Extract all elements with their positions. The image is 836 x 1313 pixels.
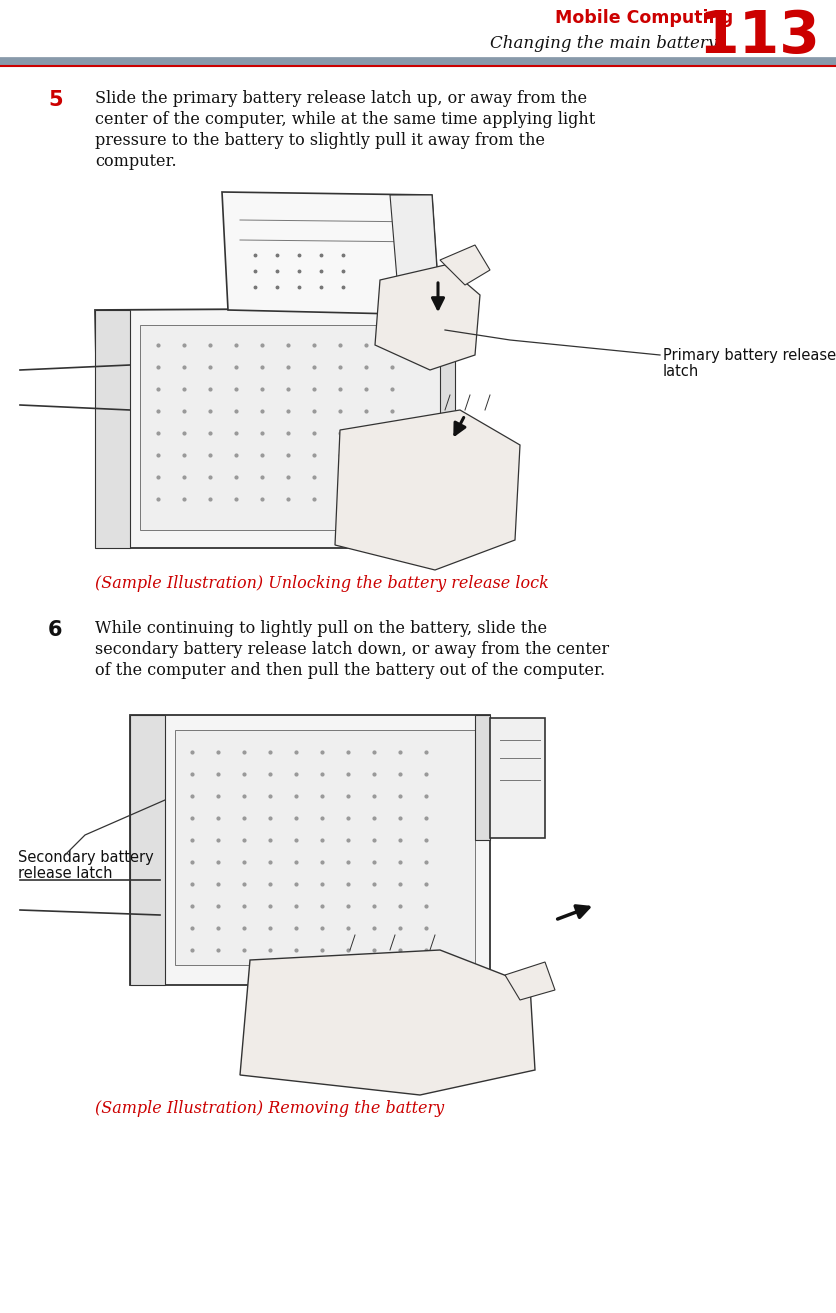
Text: center of the computer, while at the same time applying light: center of the computer, while at the sam… [95, 112, 594, 127]
Text: pressure to the battery to slightly pull it away from the: pressure to the battery to slightly pull… [95, 133, 544, 148]
Polygon shape [390, 196, 440, 315]
Text: latch: latch [662, 364, 698, 379]
Text: release latch: release latch [18, 867, 112, 881]
Polygon shape [440, 246, 489, 285]
Polygon shape [375, 265, 479, 370]
Polygon shape [95, 310, 130, 548]
Polygon shape [140, 326, 440, 530]
Polygon shape [489, 718, 544, 838]
Polygon shape [95, 309, 455, 548]
Text: 113: 113 [697, 8, 819, 66]
Text: computer.: computer. [95, 154, 176, 169]
Text: Slide the primary battery release latch up, or away from the: Slide the primary battery release latch … [95, 91, 586, 106]
Text: (Sample Illustration) Unlocking the battery release lock: (Sample Illustration) Unlocking the batt… [95, 575, 548, 592]
Polygon shape [504, 962, 554, 1001]
Polygon shape [334, 410, 519, 570]
Polygon shape [440, 310, 455, 415]
Text: While continuing to lightly pull on the battery, slide the: While continuing to lightly pull on the … [95, 620, 547, 637]
Text: of the computer and then pull the battery out of the computer.: of the computer and then pull the batter… [95, 662, 604, 679]
Text: Mobile Computing: Mobile Computing [554, 9, 732, 28]
Polygon shape [240, 951, 534, 1095]
Polygon shape [130, 716, 489, 985]
Polygon shape [222, 192, 440, 315]
Text: 5: 5 [48, 91, 63, 110]
Text: Primary battery release: Primary battery release [662, 348, 835, 362]
Polygon shape [475, 716, 489, 840]
Text: secondary battery release latch down, or away from the center: secondary battery release latch down, or… [95, 641, 609, 658]
Polygon shape [175, 730, 475, 965]
Text: Secondary battery: Secondary battery [18, 850, 154, 865]
Text: Changing the main battery: Changing the main battery [489, 34, 716, 51]
Text: (Sample Illustration) Removing the battery: (Sample Illustration) Removing the batte… [95, 1100, 444, 1117]
Polygon shape [130, 716, 165, 985]
Text: 6: 6 [48, 620, 63, 639]
